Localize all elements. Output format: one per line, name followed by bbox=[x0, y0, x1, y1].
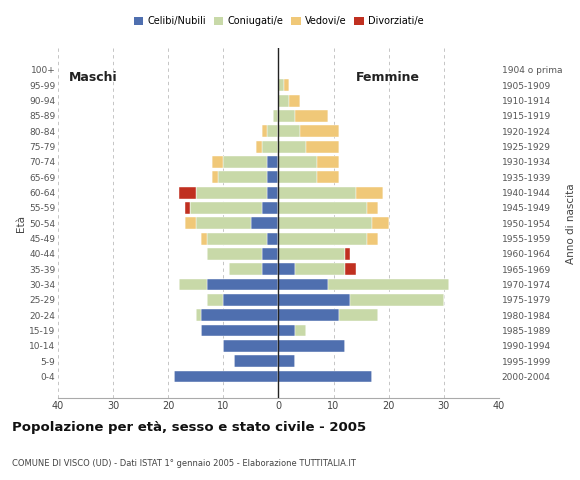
Bar bbox=[367, 232, 378, 244]
Bar bbox=[234, 355, 278, 367]
Bar bbox=[223, 340, 278, 352]
Bar bbox=[278, 309, 339, 321]
Bar bbox=[223, 294, 278, 306]
Bar bbox=[289, 95, 300, 107]
Text: Femmine: Femmine bbox=[356, 71, 419, 84]
Bar bbox=[195, 309, 201, 321]
Bar bbox=[262, 141, 278, 153]
Bar bbox=[345, 263, 356, 275]
Bar bbox=[206, 232, 267, 244]
Bar bbox=[173, 371, 278, 383]
Bar bbox=[367, 202, 378, 214]
Bar bbox=[206, 294, 223, 306]
Bar bbox=[295, 263, 345, 275]
Bar bbox=[179, 278, 206, 290]
Bar bbox=[273, 110, 278, 122]
Bar bbox=[206, 278, 278, 290]
Bar bbox=[328, 278, 450, 290]
Bar bbox=[278, 171, 317, 183]
Bar bbox=[190, 202, 262, 214]
Text: Popolazione per età, sesso e stato civile - 2005: Popolazione per età, sesso e stato civil… bbox=[12, 421, 366, 434]
Bar bbox=[256, 141, 262, 153]
Y-axis label: Età: Età bbox=[16, 215, 26, 232]
Bar bbox=[262, 125, 267, 137]
Bar bbox=[278, 371, 372, 383]
Bar bbox=[201, 309, 278, 321]
Bar bbox=[212, 156, 223, 168]
Bar bbox=[184, 217, 195, 229]
Bar bbox=[201, 232, 206, 244]
Bar bbox=[278, 248, 345, 260]
Bar bbox=[267, 125, 278, 137]
Bar bbox=[278, 232, 367, 244]
Bar bbox=[229, 263, 262, 275]
Bar bbox=[284, 79, 289, 91]
Bar bbox=[201, 324, 278, 336]
Bar bbox=[278, 355, 295, 367]
Bar bbox=[278, 79, 284, 91]
Bar bbox=[278, 156, 317, 168]
Bar bbox=[267, 187, 278, 199]
Bar bbox=[278, 141, 306, 153]
Bar bbox=[300, 125, 339, 137]
Bar bbox=[306, 141, 339, 153]
Bar bbox=[267, 156, 278, 168]
Bar bbox=[184, 202, 190, 214]
Bar bbox=[262, 202, 278, 214]
Text: COMUNE DI VISCO (UD) - Dati ISTAT 1° gennaio 2005 - Elaborazione TUTTITALIA.IT: COMUNE DI VISCO (UD) - Dati ISTAT 1° gen… bbox=[12, 459, 356, 468]
Legend: Celibi/Nubili, Coniugati/e, Vedovi/e, Divorziati/e: Celibi/Nubili, Coniugati/e, Vedovi/e, Di… bbox=[132, 14, 425, 28]
Bar bbox=[212, 171, 218, 183]
Bar bbox=[251, 217, 278, 229]
Bar bbox=[278, 294, 350, 306]
Bar bbox=[195, 217, 251, 229]
Bar bbox=[317, 171, 339, 183]
Bar bbox=[206, 248, 262, 260]
Text: Maschi: Maschi bbox=[69, 71, 118, 84]
Bar bbox=[262, 248, 278, 260]
Bar bbox=[278, 187, 356, 199]
Bar bbox=[356, 187, 383, 199]
Bar bbox=[345, 248, 350, 260]
Bar bbox=[223, 156, 267, 168]
Bar bbox=[278, 202, 367, 214]
Bar bbox=[179, 187, 195, 199]
Bar bbox=[295, 324, 306, 336]
Y-axis label: Anno di nascita: Anno di nascita bbox=[566, 183, 577, 264]
Bar bbox=[278, 217, 372, 229]
Bar bbox=[196, 187, 267, 199]
Bar bbox=[262, 263, 278, 275]
Bar bbox=[278, 278, 328, 290]
Bar bbox=[317, 156, 339, 168]
Bar bbox=[278, 125, 300, 137]
Bar bbox=[267, 232, 278, 244]
Bar bbox=[350, 294, 444, 306]
Bar bbox=[218, 171, 267, 183]
Bar bbox=[278, 110, 295, 122]
Bar bbox=[278, 324, 295, 336]
Bar bbox=[267, 171, 278, 183]
Bar bbox=[278, 263, 295, 275]
Bar bbox=[339, 309, 378, 321]
Bar bbox=[278, 95, 289, 107]
Bar bbox=[372, 217, 389, 229]
Bar bbox=[278, 340, 345, 352]
Bar bbox=[295, 110, 328, 122]
